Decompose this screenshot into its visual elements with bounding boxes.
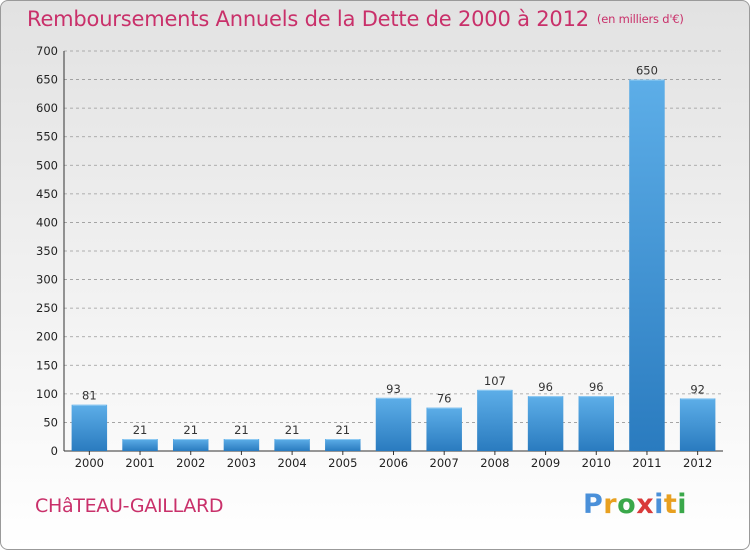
y-tick-label: 50 xyxy=(43,415,58,429)
y-tick-label: 550 xyxy=(36,130,58,144)
logo-letter: x xyxy=(636,489,655,520)
y-tick-label: 350 xyxy=(36,244,58,258)
y-tick-label: 0 xyxy=(51,444,58,458)
y-tick-label: 150 xyxy=(36,358,58,372)
data-label: 21 xyxy=(133,423,148,437)
y-tick-label: 700 xyxy=(36,44,58,58)
x-tick-label: 2003 xyxy=(227,456,256,470)
data-label: 76 xyxy=(437,392,452,406)
x-tick-label: 2008 xyxy=(480,456,509,470)
bar xyxy=(274,439,310,451)
x-tick-label: 2007 xyxy=(430,456,459,470)
y-tick-label: 450 xyxy=(36,187,58,201)
logo-letter: t xyxy=(663,489,678,520)
x-tick-label: 2011 xyxy=(632,456,661,470)
bar xyxy=(578,396,615,451)
logo-letter: P xyxy=(583,489,604,520)
data-label: 96 xyxy=(538,380,553,394)
data-label: 21 xyxy=(234,423,249,437)
y-tick-label: 500 xyxy=(36,158,58,172)
bar xyxy=(172,439,209,451)
bar xyxy=(629,79,665,452)
bar xyxy=(122,439,158,451)
chart-unit: (en milliers d'€) xyxy=(596,12,684,26)
commune-name: CHâTEAU-GAILLARD xyxy=(35,495,224,517)
proxiti-logo: Proxiti xyxy=(583,489,687,520)
data-label: 96 xyxy=(589,380,604,394)
y-tick-label: 100 xyxy=(36,387,58,401)
x-tick-label: 2005 xyxy=(328,456,357,470)
bar xyxy=(527,396,564,451)
y-tick-label: 250 xyxy=(36,301,58,315)
y-tick-label: 200 xyxy=(36,330,58,344)
x-tick-label: 2009 xyxy=(531,456,560,470)
data-label: 81 xyxy=(82,389,97,403)
x-tick-label: 2001 xyxy=(125,456,154,470)
bar xyxy=(679,398,716,451)
x-tick-label: 2004 xyxy=(277,456,306,470)
x-tick-label: 2002 xyxy=(176,456,205,470)
data-label: 21 xyxy=(335,423,350,437)
logo-letter: r xyxy=(603,489,618,520)
bar xyxy=(375,397,412,451)
y-tick-label: 300 xyxy=(36,273,58,287)
x-tick-label: 2012 xyxy=(683,456,712,470)
data-label: 107 xyxy=(484,374,506,388)
y-tick-label: 400 xyxy=(36,215,58,229)
bar xyxy=(325,439,361,451)
logo-letter: i xyxy=(654,489,664,520)
bar xyxy=(223,439,260,451)
data-label: 93 xyxy=(386,382,401,396)
data-label: 92 xyxy=(690,382,705,396)
logo-letter: o xyxy=(617,489,637,520)
data-label: 21 xyxy=(183,423,198,437)
chart-title-text: Remboursements Annuels de la Dette de 20… xyxy=(27,7,589,31)
logo-letter: i xyxy=(677,489,688,520)
data-label: 21 xyxy=(285,423,300,437)
bar xyxy=(477,389,513,451)
bar xyxy=(71,404,108,451)
chart-title: Remboursements Annuels de la Dette de 20… xyxy=(27,7,684,31)
y-tick-label: 650 xyxy=(36,73,58,87)
x-tick-label: 2010 xyxy=(582,456,611,470)
data-label: 650 xyxy=(636,64,658,78)
y-tick-label: 600 xyxy=(36,101,58,115)
bar xyxy=(426,407,462,451)
x-tick-label: 2000 xyxy=(75,456,104,470)
x-tick-label: 2006 xyxy=(379,456,408,470)
